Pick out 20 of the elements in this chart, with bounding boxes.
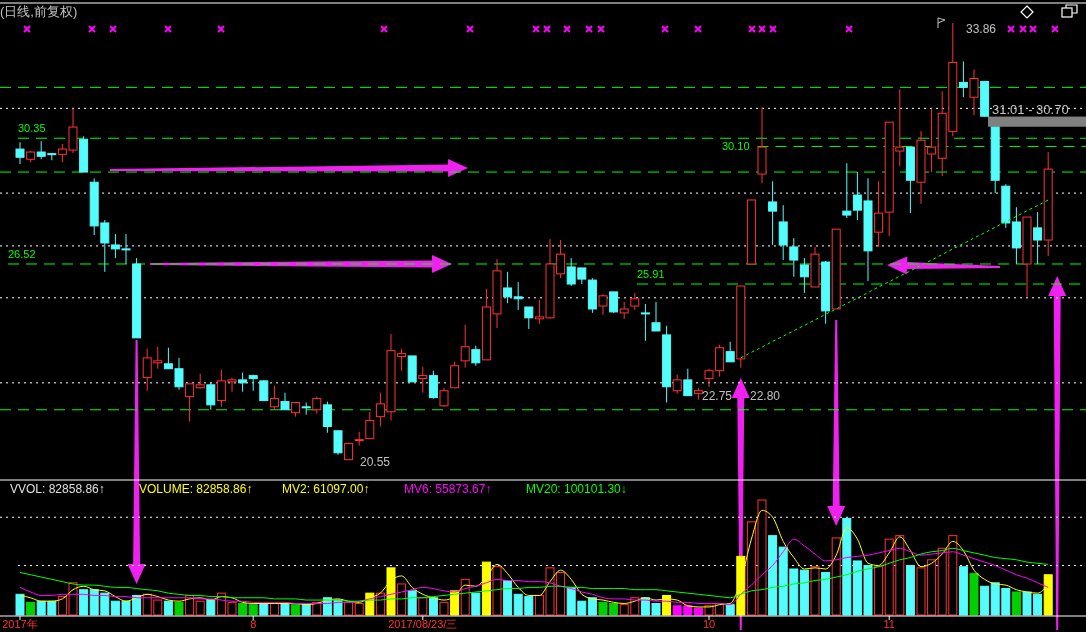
annotation: 22.80 <box>750 389 781 403</box>
ref-line-label: 26.52 <box>8 247 36 260</box>
x-tick-label: 2017年 <box>2 618 38 630</box>
text: MV20: 100101.30↓ <box>526 482 627 496</box>
chart-title: (日线,前复权) <box>0 4 78 19</box>
annotation: 33.86 <box>966 22 997 36</box>
text: MV2: 61097.00↑ <box>282 482 370 496</box>
x-tick-label: 10 <box>702 618 716 630</box>
x-tick-label: 8 <box>250 618 257 630</box>
text: VVOL: 82858.86↑ <box>10 482 105 496</box>
annotation: 22.75 <box>702 389 733 403</box>
ref-line-label: 30.10 <box>722 140 750 153</box>
x-tick-label: 11 <box>883 618 895 630</box>
ref-line-label: 30.35 <box>18 122 46 135</box>
band-label: 31.01 - 30.70 <box>992 101 1069 117</box>
x-tick-label: 2017/08/23/三 <box>388 618 458 630</box>
text: MV6: 55873.67↑ <box>404 482 492 496</box>
text: VOLUME: 82858.86↑ <box>139 482 253 496</box>
annotation: 20.55 <box>360 455 391 469</box>
ref-line-label: 25.91 <box>637 268 665 281</box>
